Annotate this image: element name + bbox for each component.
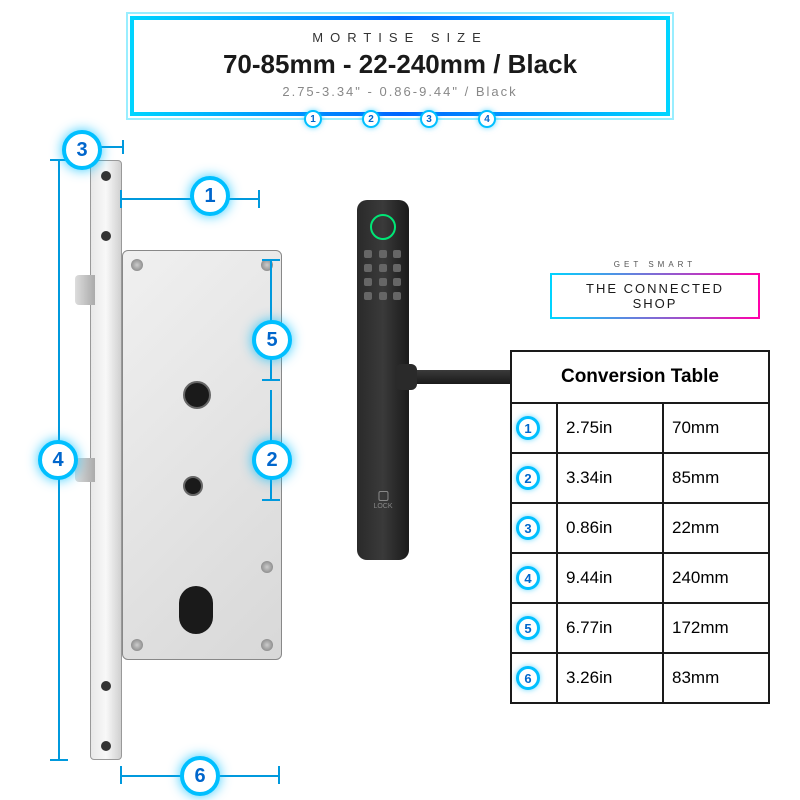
row-badge-5: 5 [516, 616, 540, 640]
screw [131, 639, 143, 651]
deadbolt [75, 458, 95, 482]
keypad-key [379, 278, 387, 286]
header-subtitle: 2.75-3.34" - 0.86-9.44" / Black [130, 84, 670, 99]
faceplate-hole [101, 231, 111, 241]
keypad [364, 250, 402, 300]
keypad-key [393, 278, 401, 286]
mortise-diagram: 3 1 5 2 4 6 [20, 140, 340, 780]
faceplate-hole [101, 681, 111, 691]
header-dot-2: 2 [362, 110, 380, 128]
header-title: 70-85mm - 22-240mm / Black [130, 49, 670, 80]
lock-label: LOCK [373, 503, 392, 510]
cell-mm: 83mm [663, 653, 769, 703]
diagram-badge-3: 3 [62, 130, 102, 170]
cell-mm: 70mm [663, 403, 769, 453]
header-eyebrow: MORTISE SIZE [130, 30, 670, 45]
header-content: MORTISE SIZE 70-85mm - 22-240mm / Black … [130, 30, 670, 99]
keypad-key [393, 264, 401, 272]
dim-cap [278, 766, 280, 784]
row-badge-6: 6 [516, 666, 540, 690]
fixing-hole [183, 476, 203, 496]
lock-icon [378, 491, 388, 501]
fingerprint-icon [370, 214, 396, 240]
cell-inches: 9.44in [557, 553, 663, 603]
dim-cap [258, 190, 260, 208]
keypad-key [364, 264, 372, 272]
cylinder-hole [179, 586, 213, 634]
keypad-key [364, 278, 372, 286]
row-badge-1: 1 [516, 416, 540, 440]
conversion-table: Conversion Table 1 2.75in 70mm 2 3.34in … [510, 350, 770, 704]
table-title: Conversion Table [511, 351, 769, 403]
dim-cap [120, 190, 122, 208]
cell-inches: 3.26in [557, 653, 663, 703]
row-badge-3: 3 [516, 516, 540, 540]
latch [75, 275, 95, 305]
screw [261, 561, 273, 573]
cell-mm: 22mm [663, 503, 769, 553]
row-badge-2: 2 [516, 466, 540, 490]
table-row: 3 0.86in 22mm [511, 503, 769, 553]
cell-mm: 172mm [663, 603, 769, 653]
header-dot-1: 1 [304, 110, 322, 128]
header-frame: MORTISE SIZE 70-85mm - 22-240mm / Black … [130, 16, 670, 116]
brand-tagline: GET SMART [550, 260, 760, 269]
header-dot-3: 3 [420, 110, 438, 128]
spindle-hole [183, 381, 211, 409]
lock-indicator: LOCK [373, 491, 392, 510]
table-row: 6 3.26in 83mm [511, 653, 769, 703]
keypad-key [393, 292, 401, 300]
cell-inches: 2.75in [557, 403, 663, 453]
cell-mm: 85mm [663, 453, 769, 503]
dim-cap [122, 140, 124, 154]
row-badge-4: 4 [516, 566, 540, 590]
table-row: 2 3.34in 85mm [511, 453, 769, 503]
header-step-dots: 1 2 3 4 [304, 110, 496, 128]
dim-cap [120, 766, 122, 784]
screw [261, 639, 273, 651]
table-row: 4 9.44in 240mm [511, 553, 769, 603]
diagram-badge-6: 6 [180, 756, 220, 796]
faceplate-hole [101, 171, 111, 181]
table-row: 1 2.75in 70mm [511, 403, 769, 453]
keypad-key [364, 250, 372, 258]
screw [131, 259, 143, 271]
brand-name-frame: THE CONNECTED SHOP [550, 273, 760, 319]
table-row: 5 6.77in 172mm [511, 603, 769, 653]
brand-logo: GET SMART THE CONNECTED SHOP [550, 260, 760, 319]
smart-lock-product: LOCK [345, 200, 420, 560]
diagram-badge-1: 1 [190, 176, 230, 216]
diagram-badge-5: 5 [252, 320, 292, 360]
brand-name: THE CONNECTED SHOP [562, 281, 748, 311]
keypad-key [379, 264, 387, 272]
door-handle [403, 370, 523, 384]
diagram-badge-4: 4 [38, 440, 78, 480]
cell-mm: 240mm [663, 553, 769, 603]
dim-cap [262, 259, 280, 261]
keypad-key [364, 292, 372, 300]
dim-cap [50, 759, 68, 761]
cell-inches: 6.77in [557, 603, 663, 653]
diagram-badge-2: 2 [252, 440, 292, 480]
keypad-key [393, 250, 401, 258]
cell-inches: 0.86in [557, 503, 663, 553]
header-dot-4: 4 [478, 110, 496, 128]
dim-cap [262, 499, 280, 501]
keypad-key [379, 250, 387, 258]
faceplate-hole [101, 741, 111, 751]
dim-cap [262, 379, 280, 381]
keypad-key [379, 292, 387, 300]
cell-inches: 3.34in [557, 453, 663, 503]
